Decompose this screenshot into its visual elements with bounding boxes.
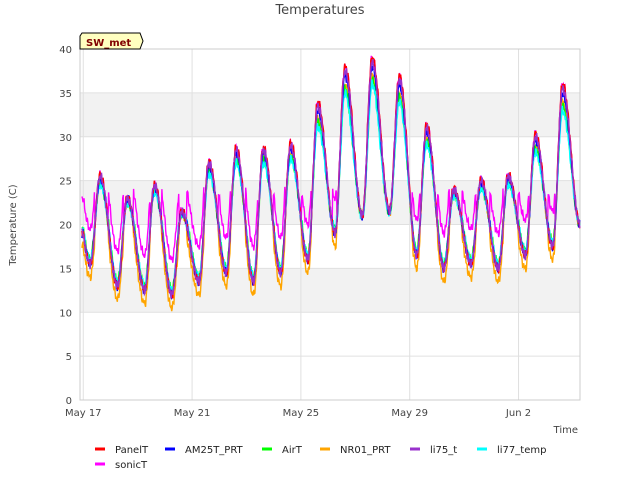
x-tick-label: May 25 bbox=[283, 408, 320, 419]
site-label: SW_met bbox=[86, 38, 131, 49]
legend-item: AirT bbox=[262, 445, 303, 456]
x-tick-label: May 21 bbox=[174, 408, 211, 419]
legend-item: li77_temp bbox=[477, 445, 546, 456]
y-tick-label: 15 bbox=[59, 264, 72, 275]
y-tick-label: 20 bbox=[59, 221, 72, 232]
site-label-box: SW_met bbox=[79, 32, 144, 50]
y-tick-label: 10 bbox=[59, 308, 72, 319]
y-tick-label: 5 bbox=[66, 352, 72, 363]
legend-item: NR01_PRT bbox=[320, 445, 391, 456]
series-lines bbox=[81, 55, 581, 312]
y-tick-label: 30 bbox=[59, 133, 72, 144]
legend-label: sonicT bbox=[115, 460, 148, 471]
chart-title: Temperatures bbox=[274, 3, 364, 18]
legend-label: AirT bbox=[282, 445, 303, 456]
series-line-li75_t bbox=[81, 58, 581, 299]
y-tick-label: 40 bbox=[59, 45, 72, 56]
x-axis-ticks: May 17 May 21 May 25 May 29 Jun 2 bbox=[65, 408, 531, 419]
legend-item: sonicT bbox=[95, 460, 148, 471]
legend-item: li75_t bbox=[410, 445, 457, 456]
x-tick-label: May 29 bbox=[391, 408, 428, 419]
shaded-band-2 bbox=[80, 92, 580, 137]
y-tick-label: 0 bbox=[66, 396, 72, 407]
legend-label: PanelT bbox=[115, 445, 149, 456]
shaded-band-0 bbox=[80, 268, 580, 313]
legend-label: li77_temp bbox=[497, 445, 546, 456]
legend-item: AM25T_PRT bbox=[165, 445, 244, 456]
legend-item: PanelT bbox=[95, 445, 149, 456]
y-axis-ticks: 0 5 10 15 20 25 30 35 40 bbox=[59, 45, 72, 407]
legend-label: li75_t bbox=[430, 445, 457, 456]
x-tick-label: Jun 2 bbox=[505, 408, 531, 419]
y-tick-label: 25 bbox=[59, 177, 72, 188]
y-tick-label: 35 bbox=[59, 89, 72, 100]
series-line-sonict bbox=[81, 55, 581, 263]
y-axis-label: Temperature (C) bbox=[8, 184, 19, 266]
x-axis-label: Time bbox=[553, 425, 578, 436]
legend-label: AM25T_PRT bbox=[185, 445, 244, 456]
x-tick-label: May 17 bbox=[65, 408, 102, 419]
legend-label: NR01_PRT bbox=[340, 445, 391, 456]
legend: PanelT AM25T_PRT AirT NR01_PRT li75_t li77_te… bbox=[95, 445, 546, 471]
